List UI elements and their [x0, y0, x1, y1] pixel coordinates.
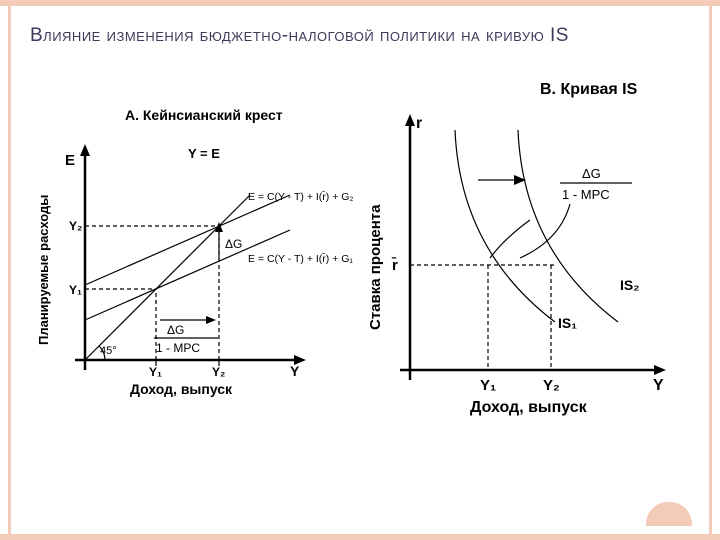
panel-b-is2 — [518, 130, 618, 322]
page-title: Влияние изменения бюджетно-налоговой пол… — [30, 24, 690, 49]
panel-b-rbar: r̄ — [391, 256, 398, 274]
panel-b-heading: B. Кривая IS — [540, 81, 638, 98]
panel-b-is-curve: B. Кривая IS Ставка процента r IS₂ IS₁ r… — [360, 80, 700, 440]
panel-a-keynesian-cross: A. Кейнсианский крест Планируемые расход… — [30, 110, 360, 440]
panel-a-multiplier: ΔG 1 - MPC — [154, 316, 219, 366]
panel-a-E: E — [65, 152, 75, 169]
diagram-container: A. Кейнсианский крест Планируемые расход… — [30, 100, 690, 510]
panel-a-yE: Y = E — [188, 146, 220, 161]
svg-text:1 - MPC: 1 - MPC — [156, 341, 200, 355]
panel-b-shift-arrow — [478, 175, 526, 185]
panel-b-Y: Y — [653, 377, 664, 394]
svg-text:ΔG: ΔG — [167, 323, 184, 337]
panel-b-is2-label: IS₂ — [620, 277, 639, 293]
panel-a-Y2-y: Y₂ — [69, 219, 82, 233]
svg-text:1 - MPC: 1 - MPC — [562, 187, 610, 202]
svg-text:ΔG: ΔG — [225, 237, 242, 251]
panel-b-Y2: Y₂ — [543, 377, 560, 394]
panel-b-Y1: Y₁ — [480, 377, 496, 394]
panel-a-line-g2 — [85, 195, 290, 285]
panel-b-yaxis-label: Ставка процента — [367, 204, 384, 330]
panel-a-line-g1 — [85, 230, 290, 320]
panel-a-dG: ΔG — [215, 222, 242, 261]
panel-a-Y1-y: Y₁ — [69, 283, 82, 297]
panel-a-Y2-x: Y₂ — [212, 365, 225, 379]
panel-a-xaxis-label: Доход, выпуск — [130, 381, 233, 397]
panel-b-is1-label: IS₁ — [558, 315, 577, 331]
panel-a-eq2: E = C(Y - T) + I(r̄) + G₁ — [248, 252, 353, 265]
svg-text:ΔG: ΔG — [582, 166, 601, 181]
panel-a-Y1-x: Y₁ — [149, 365, 162, 379]
panel-b-xaxis-label: Доход, выпуск — [470, 399, 588, 416]
panel-a-heading: A. Кейнсианский крест — [125, 107, 283, 123]
panel-a-angle: 45° — [100, 345, 117, 357]
panel-a-Y: Y — [290, 363, 300, 379]
panel-b-axes — [400, 114, 666, 380]
panel-a-yaxis-label: Планируемые расходы — [36, 195, 51, 345]
panel-b-r: r — [416, 115, 422, 132]
panel-a-eq1: E = C(Y - T) + I(r̄) + G₂ — [248, 190, 354, 203]
